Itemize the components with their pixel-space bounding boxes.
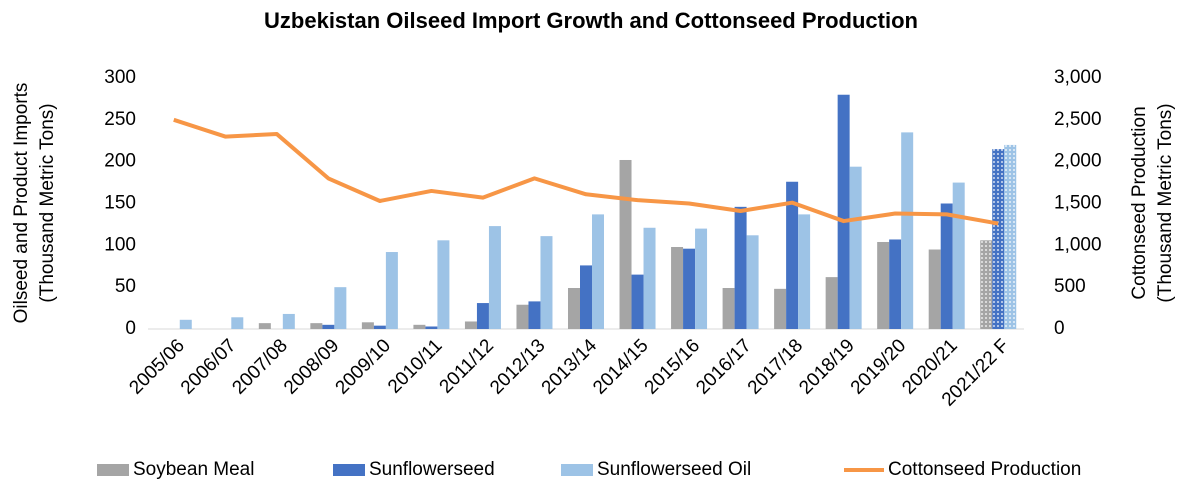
bar [774,288,787,329]
legend-label: Sunflowerseed Oil [597,459,751,480]
x-tick-label: 2012/13 [486,335,549,398]
x-tick-label: 2005/06 [125,335,188,398]
y-tick-label: 150 [104,193,136,214]
bar [413,324,426,329]
y2-tick-label: 2,500 [1054,109,1102,130]
bar [258,323,271,329]
y-tick-label: 300 [104,67,136,88]
bar [528,301,541,329]
bar [825,277,838,329]
bar [516,304,529,329]
bar [643,227,656,329]
bar [992,149,1005,329]
legend-label: Sunflowerseed [369,459,495,480]
legend-swatch [97,464,129,476]
bar [901,132,914,329]
bar [619,159,632,329]
line [173,117,999,226]
bar [385,252,398,329]
bar [889,239,902,329]
bar [540,236,553,329]
bar [928,249,941,329]
legend-swatch [333,464,365,476]
bar [282,313,295,329]
x-tick-label: 2006/07 [177,335,240,398]
bar [231,317,244,329]
bar [310,323,323,329]
bar [568,288,580,329]
y-axis-label: (Thousand Metric Tons) [37,103,58,302]
bar [488,226,501,329]
y2-tick-label: 1,500 [1054,193,1102,214]
x-tick-label: 2015/16 [641,335,704,398]
bar [722,288,735,329]
x-tick-label: 2007/08 [228,335,291,398]
x-tick-label: 2019/20 [847,335,910,398]
y-axis-label: Oilseed and Product Imports [11,83,32,324]
y-tick-label: 200 [104,151,136,172]
bar [476,303,489,329]
bar [837,94,850,329]
bar [746,235,759,329]
x-tick-label: 2009/10 [332,335,395,398]
bar [179,319,192,329]
bar [980,240,993,329]
bar [734,206,747,329]
y-tick-label: 100 [104,234,136,255]
bar [671,247,684,329]
x-tick-label: 2008/09 [280,335,343,398]
x-tick-label: 2011/12 [436,335,498,397]
bar [437,240,450,329]
bar [592,214,604,329]
bar [798,214,811,329]
bar [322,324,335,329]
bar [695,228,708,329]
y-tick-label: 0 [125,318,136,339]
y-tick-label: 50 [115,276,136,297]
bar [425,326,438,329]
y2-tick-label: 500 [1054,276,1086,297]
x-tick-label: 2016/17 [692,335,755,398]
x-tick-label: 2018/19 [795,335,858,398]
x-tick-label: 2010/11 [384,335,446,397]
bar [849,166,862,329]
bar [631,274,644,329]
legend-swatch [561,464,593,476]
bar [940,203,953,329]
x-tick-label: 2013/14 [538,335,602,399]
bar [1004,144,1017,329]
y2-tick-label: 0 [1054,318,1065,339]
x-tick-label: 2014/15 [589,335,652,398]
bar [373,325,386,329]
y2-axis-label: (Thousand Metric Tons) [1155,103,1176,302]
y2-tick-label: 1,000 [1054,234,1102,255]
y2-tick-label: 3,000 [1054,67,1102,88]
bar [952,182,965,329]
legend-label: Soybean Meal [133,459,254,480]
x-tick-label: 2017/18 [744,335,807,398]
y2-tick-label: 2,000 [1054,151,1102,172]
bar [580,265,592,329]
bar [786,181,799,329]
bar [464,321,477,329]
bar [877,241,890,329]
y-tick-label: 250 [104,109,136,130]
bar [334,287,347,329]
chart-title: Uzbekistan Oilseed Import Growth and Cot… [264,8,918,33]
bar [683,248,696,329]
legend-label: Cottonseed Production [888,459,1081,480]
bar [361,322,374,329]
y2-axis-label: Cottonseed Production [1129,106,1150,299]
